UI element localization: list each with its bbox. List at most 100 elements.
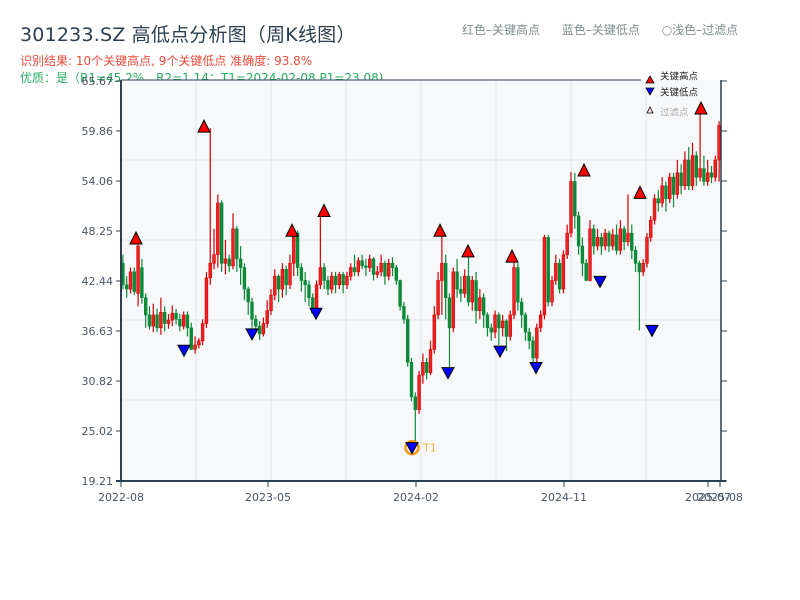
candle-down xyxy=(364,265,368,268)
candle-up xyxy=(432,314,436,350)
key-low-marker-icon xyxy=(529,361,543,375)
x-tick-label: 2023-05 xyxy=(245,491,291,504)
candle-up xyxy=(128,271,133,290)
candle-up xyxy=(645,237,649,264)
y-tick-label: 48.25 xyxy=(82,225,114,238)
legend-filtered-label: 过滤点 xyxy=(660,106,689,118)
candle-up xyxy=(561,254,566,290)
candle-down xyxy=(307,284,311,299)
key-high-marker-icon xyxy=(129,230,143,245)
candle-down xyxy=(394,267,399,281)
candle-down xyxy=(352,267,357,273)
candle-down xyxy=(140,267,144,299)
candle-down xyxy=(504,320,509,337)
candle-up xyxy=(417,374,421,410)
x-tick-label: 2025-08 xyxy=(697,491,743,504)
candle-down xyxy=(592,228,596,247)
candle-up xyxy=(379,262,383,273)
key-low-marker-icon xyxy=(405,442,419,455)
candle-down xyxy=(622,228,626,243)
candle-up xyxy=(265,310,269,324)
candle-up xyxy=(368,258,372,268)
candle-up xyxy=(698,168,702,178)
candle-down xyxy=(455,271,459,290)
candle-up xyxy=(356,260,361,273)
candle-up xyxy=(512,267,516,316)
candle-up xyxy=(288,262,292,286)
candle-down xyxy=(390,262,395,268)
candle-up xyxy=(273,275,277,296)
key-low-marker-icon xyxy=(493,345,507,359)
candle-up xyxy=(706,172,710,182)
key-high-marker-icon xyxy=(633,185,647,199)
x-tick-label: 2022-08 xyxy=(98,491,144,504)
key-high-marker-icon xyxy=(461,243,475,258)
candle-down xyxy=(527,331,531,342)
candle-up xyxy=(500,320,505,329)
y-tick-label: 65.67 xyxy=(82,75,114,88)
candle-down xyxy=(694,155,699,178)
y-tick-label: 19.21 xyxy=(82,475,114,488)
filtered-marker-icon xyxy=(646,106,654,114)
candle-up xyxy=(181,314,186,327)
x-tick-label: 2025-07 xyxy=(685,491,731,504)
candle-down xyxy=(147,314,152,327)
candle-down xyxy=(702,168,706,182)
candle-down xyxy=(474,280,478,311)
y-tick-label: 36.63 xyxy=(82,325,114,338)
key-high-marker-icon xyxy=(694,100,708,115)
candle-up xyxy=(603,232,607,247)
candle-down xyxy=(132,271,136,292)
y-tick-label: 42.44 xyxy=(82,275,114,288)
candle-down xyxy=(155,314,159,329)
chart-title: 301233.SZ 高低点分析图（周K线图） xyxy=(20,24,356,46)
legend-red-text: 红色–关键高点 xyxy=(462,23,541,37)
candle-up xyxy=(204,277,209,324)
candle-down xyxy=(664,185,668,199)
candle-down xyxy=(466,275,471,303)
candle-down xyxy=(709,172,714,178)
y-tick-label: 25.02 xyxy=(82,425,114,438)
candle-down xyxy=(341,274,345,286)
key-high-marker-icon xyxy=(285,223,299,237)
candle-down xyxy=(656,198,661,204)
candle-down xyxy=(219,202,224,264)
candle-down xyxy=(409,361,414,398)
candle-up xyxy=(421,361,425,376)
candle-up xyxy=(280,268,285,290)
candle-up xyxy=(508,314,512,337)
candle-up xyxy=(261,323,266,335)
candle-down xyxy=(614,234,619,251)
y-tick-label: 30.82 xyxy=(82,375,114,388)
candle-up xyxy=(565,232,569,255)
candle-up xyxy=(223,258,228,264)
candle-up xyxy=(451,271,455,329)
candle-down xyxy=(189,327,193,350)
key-low-marker-icon xyxy=(593,275,607,289)
candle-down xyxy=(633,250,638,264)
candle-up xyxy=(170,312,174,321)
candle-down xyxy=(443,262,448,299)
candle-up xyxy=(675,172,680,195)
axes: 65.67 59.86 54.06 48.25 42.44 36.63 30.82 25.02… xyxy=(82,75,743,504)
candle-down xyxy=(299,267,304,281)
key-high-marker-icon xyxy=(317,203,331,217)
candle-up xyxy=(318,267,323,286)
candle-up xyxy=(588,228,592,281)
key-low-marker-icon xyxy=(645,324,659,338)
candle-down xyxy=(481,297,486,316)
candle-down xyxy=(326,280,330,290)
candle-up xyxy=(159,312,163,329)
candle-up xyxy=(618,228,623,251)
color-legend: 红色–关键高点 蓝色–关键低点 ○浅色–过滤点 xyxy=(462,21,738,38)
key-high-marker-icon xyxy=(505,248,519,263)
candle-up xyxy=(375,271,380,275)
candle-up xyxy=(337,274,342,286)
candle-down xyxy=(599,237,604,247)
candle-down xyxy=(413,396,418,410)
candle-down xyxy=(398,280,402,307)
candle-down xyxy=(485,314,490,329)
candle-down xyxy=(489,327,493,333)
candle-down xyxy=(573,181,577,217)
candle-up xyxy=(595,237,600,247)
